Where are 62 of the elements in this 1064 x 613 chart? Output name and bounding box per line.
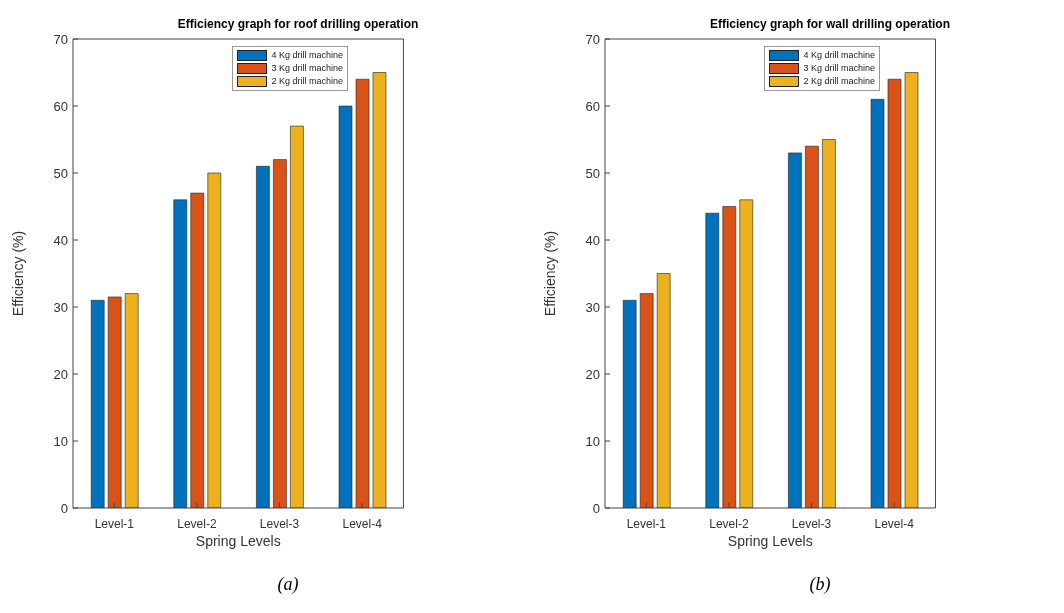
x-axis-title: Spring Levels <box>195 533 281 549</box>
legend-label: 4 Kg drill machine <box>271 49 343 62</box>
y-tick-label: 70 <box>585 31 600 47</box>
y-tick-label: 20 <box>53 366 68 382</box>
bar <box>656 273 671 508</box>
bar <box>887 78 902 508</box>
y-tick-label: 40 <box>53 232 68 248</box>
y-tick-label: 70 <box>53 31 68 47</box>
text: (b) <box>808 574 832 595</box>
y-tick-label: 0 <box>60 500 68 516</box>
bar <box>338 105 353 508</box>
bar <box>805 145 819 508</box>
x-tick-label: Level-4 <box>874 516 915 531</box>
legend-label: 2 Kg drill machine <box>803 75 875 88</box>
legend-label: 3 Kg drill machine <box>803 62 875 75</box>
y-tick-label: 30 <box>53 299 68 315</box>
bar <box>173 199 188 508</box>
y-tick-label: 10 <box>53 433 68 449</box>
bar <box>705 212 720 508</box>
x-tick-label: Level-2 <box>709 516 749 531</box>
x-tick-label: Level-2 <box>177 516 217 531</box>
y-tick-label: 30 <box>585 299 600 315</box>
bar <box>870 99 885 508</box>
x-tick-label: Level-4 <box>342 516 383 531</box>
y-tick-label: 50 <box>53 165 68 181</box>
x-tick-label: Level-1 <box>626 516 667 531</box>
bar <box>822 139 836 508</box>
y-tick-label: 40 <box>585 232 600 248</box>
x-tick-label: Level-3 <box>259 516 300 531</box>
legend-label: 3 Kg drill machine <box>271 62 343 75</box>
bar <box>904 72 919 508</box>
y-tick-label: 60 <box>585 98 600 114</box>
y-tick-label: 60 <box>53 98 68 114</box>
bar <box>788 152 802 508</box>
x-axis-title: Spring Levels <box>727 533 813 549</box>
bar <box>90 300 105 508</box>
text: (a) <box>276 574 300 595</box>
y-tick-label: 20 <box>585 366 600 382</box>
y-tick-label: 0 <box>592 500 600 516</box>
bar <box>256 166 270 508</box>
y-axis-title: Efficiency (%) <box>9 230 26 317</box>
bar <box>722 206 737 508</box>
bar <box>124 293 139 508</box>
bar <box>372 72 387 508</box>
x-tick-label: Level-1 <box>94 516 135 531</box>
chart-title: Efficiency graph for wall drilling operation <box>709 17 951 31</box>
legend-label: 4 Kg drill machine <box>803 49 875 62</box>
bar <box>639 293 654 508</box>
bar <box>207 172 222 508</box>
bar <box>273 159 287 508</box>
x-tick-label: Level-3 <box>791 516 832 531</box>
bar <box>622 300 637 508</box>
bar <box>355 78 370 508</box>
legend-label: 2 Kg drill machine <box>271 75 343 88</box>
chart-title: Efficiency graph for roof drilling operation <box>177 17 419 31</box>
bar <box>290 125 304 508</box>
y-tick-label: 10 <box>585 433 600 449</box>
bar <box>107 296 122 508</box>
y-tick-label: 50 <box>585 165 600 181</box>
bar <box>739 199 754 508</box>
y-axis-title: Efficiency (%) <box>541 230 558 317</box>
bar <box>190 192 205 508</box>
